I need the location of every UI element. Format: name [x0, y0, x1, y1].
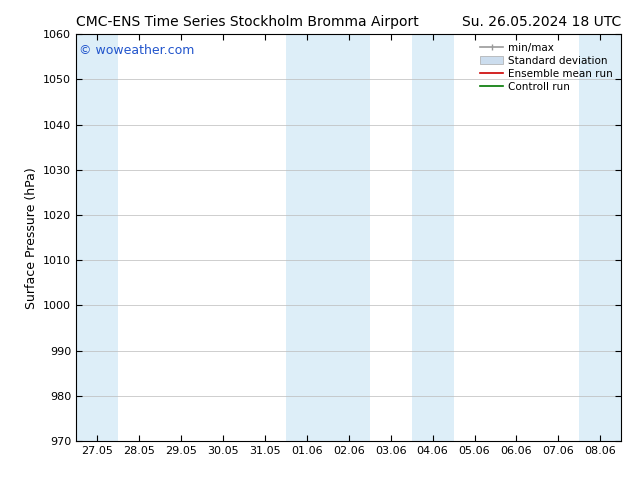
Text: Su. 26.05.2024 18 UTC: Su. 26.05.2024 18 UTC	[462, 15, 621, 29]
Bar	[286, 34, 370, 441]
Bar	[76, 34, 118, 441]
Text: CMC-ENS Time Series Stockholm Bromma Airport: CMC-ENS Time Series Stockholm Bromma Air…	[76, 15, 419, 29]
Text: © woweather.com: © woweather.com	[79, 45, 194, 57]
Y-axis label: Surface Pressure (hPa): Surface Pressure (hPa)	[25, 167, 37, 309]
Bar	[579, 34, 621, 441]
Legend: min/max, Standard deviation, Ensemble mean run, Controll run: min/max, Standard deviation, Ensemble me…	[477, 40, 616, 95]
Bar	[411, 34, 453, 441]
